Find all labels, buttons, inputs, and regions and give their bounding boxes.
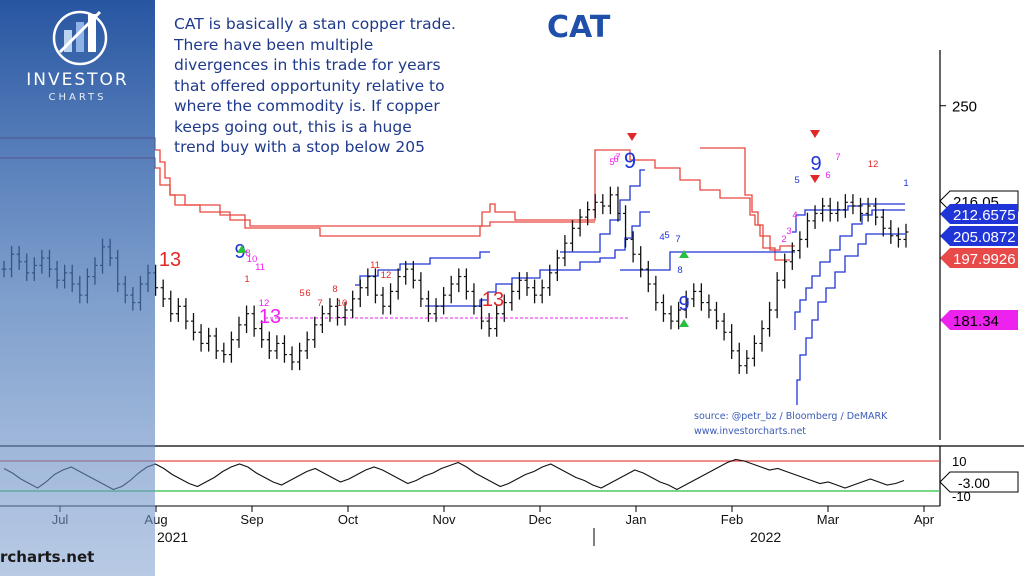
demark-count-label: 13 xyxy=(159,249,181,271)
magenta-value-label: 181.34 xyxy=(953,313,999,330)
brand-name: INVESTOR xyxy=(26,70,129,90)
support-level-line xyxy=(792,203,905,233)
resistance-value-label: 197.9926 xyxy=(953,251,1016,268)
demark-setup-label: 7 xyxy=(675,234,680,245)
source-credit: source: @petr_bz / Bloomberg / DeMARK xyxy=(694,411,888,422)
commentary-text: CAT is basically a stan copper trade. Th… xyxy=(174,14,504,158)
support-value-label: 205.0872 xyxy=(953,229,1016,246)
commentary-line: CAT is basically a stan copper trade. xyxy=(174,15,456,33)
demark-setup-label: 6 xyxy=(305,288,310,299)
demark-setup-label: 7 xyxy=(835,152,840,163)
oscillator-value-label: -3.00 xyxy=(958,475,990,491)
buy-arrow-icon xyxy=(237,245,247,253)
buy-arrow-icon xyxy=(679,319,689,327)
brand-panel xyxy=(0,0,155,576)
demark-setup-label: 1 xyxy=(244,274,249,285)
trend-levels xyxy=(0,137,905,405)
support-level-line xyxy=(425,211,650,307)
oscillator-panel: 10 -10-3.00 xyxy=(0,454,1019,504)
oscillator-tick-label: -10 xyxy=(952,489,971,504)
support-level-line xyxy=(355,251,490,286)
demark-setup-label: 5 xyxy=(299,288,304,299)
demark-setup-label: 5 xyxy=(609,157,614,168)
support-value-label-tag xyxy=(940,204,1018,224)
sell-arrow-icon xyxy=(627,133,637,141)
support-value-label-tag xyxy=(940,226,1018,246)
commentary-line: trend buy with a stop below 205 xyxy=(174,138,425,156)
resistance-level-line xyxy=(0,157,595,237)
sell-arrow-icon xyxy=(810,130,820,138)
commentary-line: that offered opportunity relative to xyxy=(174,76,445,95)
resistance-level-line xyxy=(700,147,790,261)
support-level-line xyxy=(794,209,905,330)
demark-setup-label: 6 xyxy=(825,170,830,181)
month-label: Sep xyxy=(240,512,263,527)
support-level-line xyxy=(620,251,795,271)
demark-count-label: 9 xyxy=(810,153,821,175)
oscillator-value-tag xyxy=(939,471,1019,493)
demark-count-label: 13 xyxy=(482,289,504,311)
demark-annotations: 1391313999121110875612345671211112108567… xyxy=(159,130,1019,330)
investorcharts-logo-icon xyxy=(52,10,108,66)
demark-setup-label: 12 xyxy=(259,298,270,309)
support-value-label: 212.6575 xyxy=(953,207,1016,224)
month-label: Oct xyxy=(338,512,359,527)
sell-arrow-icon xyxy=(810,175,820,183)
price-tick-label: 250 xyxy=(952,99,977,116)
demark-setup-label: 7 xyxy=(317,298,322,309)
month-label: Feb xyxy=(721,512,743,527)
commentary-line: keeps going out, this is a huge xyxy=(174,117,412,136)
ticker-title: CAT xyxy=(547,10,611,45)
demark-setup-label: 8 xyxy=(677,265,682,276)
support-level-line xyxy=(796,233,905,405)
demark-setup-label: 11 xyxy=(255,262,265,273)
month-label: Apr xyxy=(914,512,935,527)
demark-setup-label: 4 xyxy=(659,232,664,243)
demark-setup-label: 3 xyxy=(786,226,791,237)
demark-setup-label: 7 xyxy=(615,152,620,163)
buy-arrow-icon xyxy=(679,250,689,258)
demark-setup-label: 12 xyxy=(381,270,392,281)
support-level-line xyxy=(560,169,645,253)
demark-setup-label: 12 xyxy=(868,159,879,170)
demark-setup-label: 2 xyxy=(781,234,786,245)
demark-setup-label: 4 xyxy=(792,210,797,221)
resistance-value-label-tag xyxy=(940,248,1018,268)
oscillator-tick-label: 10 xyxy=(952,454,966,469)
commentary-line: where the commodity is. If copper xyxy=(174,97,440,115)
magenta-value-label-tag xyxy=(940,310,1018,330)
demark-count-label: 9 xyxy=(678,293,689,315)
demark-setup-label: 1 xyxy=(903,178,908,189)
month-label: Jan xyxy=(626,512,647,527)
commentary-line: There have been multiple xyxy=(174,35,374,54)
month-label: Mar xyxy=(817,512,840,527)
watermark-url: rcharts.net xyxy=(0,548,95,566)
year-label: 2022 xyxy=(750,529,781,545)
month-label: Dec xyxy=(528,512,552,527)
demark-count-label: 13 xyxy=(259,306,281,328)
month-label: Nov xyxy=(432,512,456,527)
year-label: 2021 xyxy=(157,529,188,545)
demark-setup-label: 5 xyxy=(664,230,669,241)
demark-setup-label: 10 xyxy=(337,298,348,309)
demark-count-label: 9 xyxy=(624,148,636,173)
demark-setup-label: 8 xyxy=(332,284,337,295)
demark-setup-label: 11 xyxy=(370,260,380,271)
demark-setup-label: 6 xyxy=(613,154,618,165)
demark-setup-label: 8 xyxy=(245,248,250,259)
commentary-line: divergences in this trade for years xyxy=(174,56,441,74)
source-url: www.investorcharts.net xyxy=(694,426,807,437)
demark-setup-label: 5 xyxy=(794,175,799,186)
brand-subtitle: CHARTS xyxy=(48,92,107,103)
demark-setup-label: 10 xyxy=(247,254,258,265)
